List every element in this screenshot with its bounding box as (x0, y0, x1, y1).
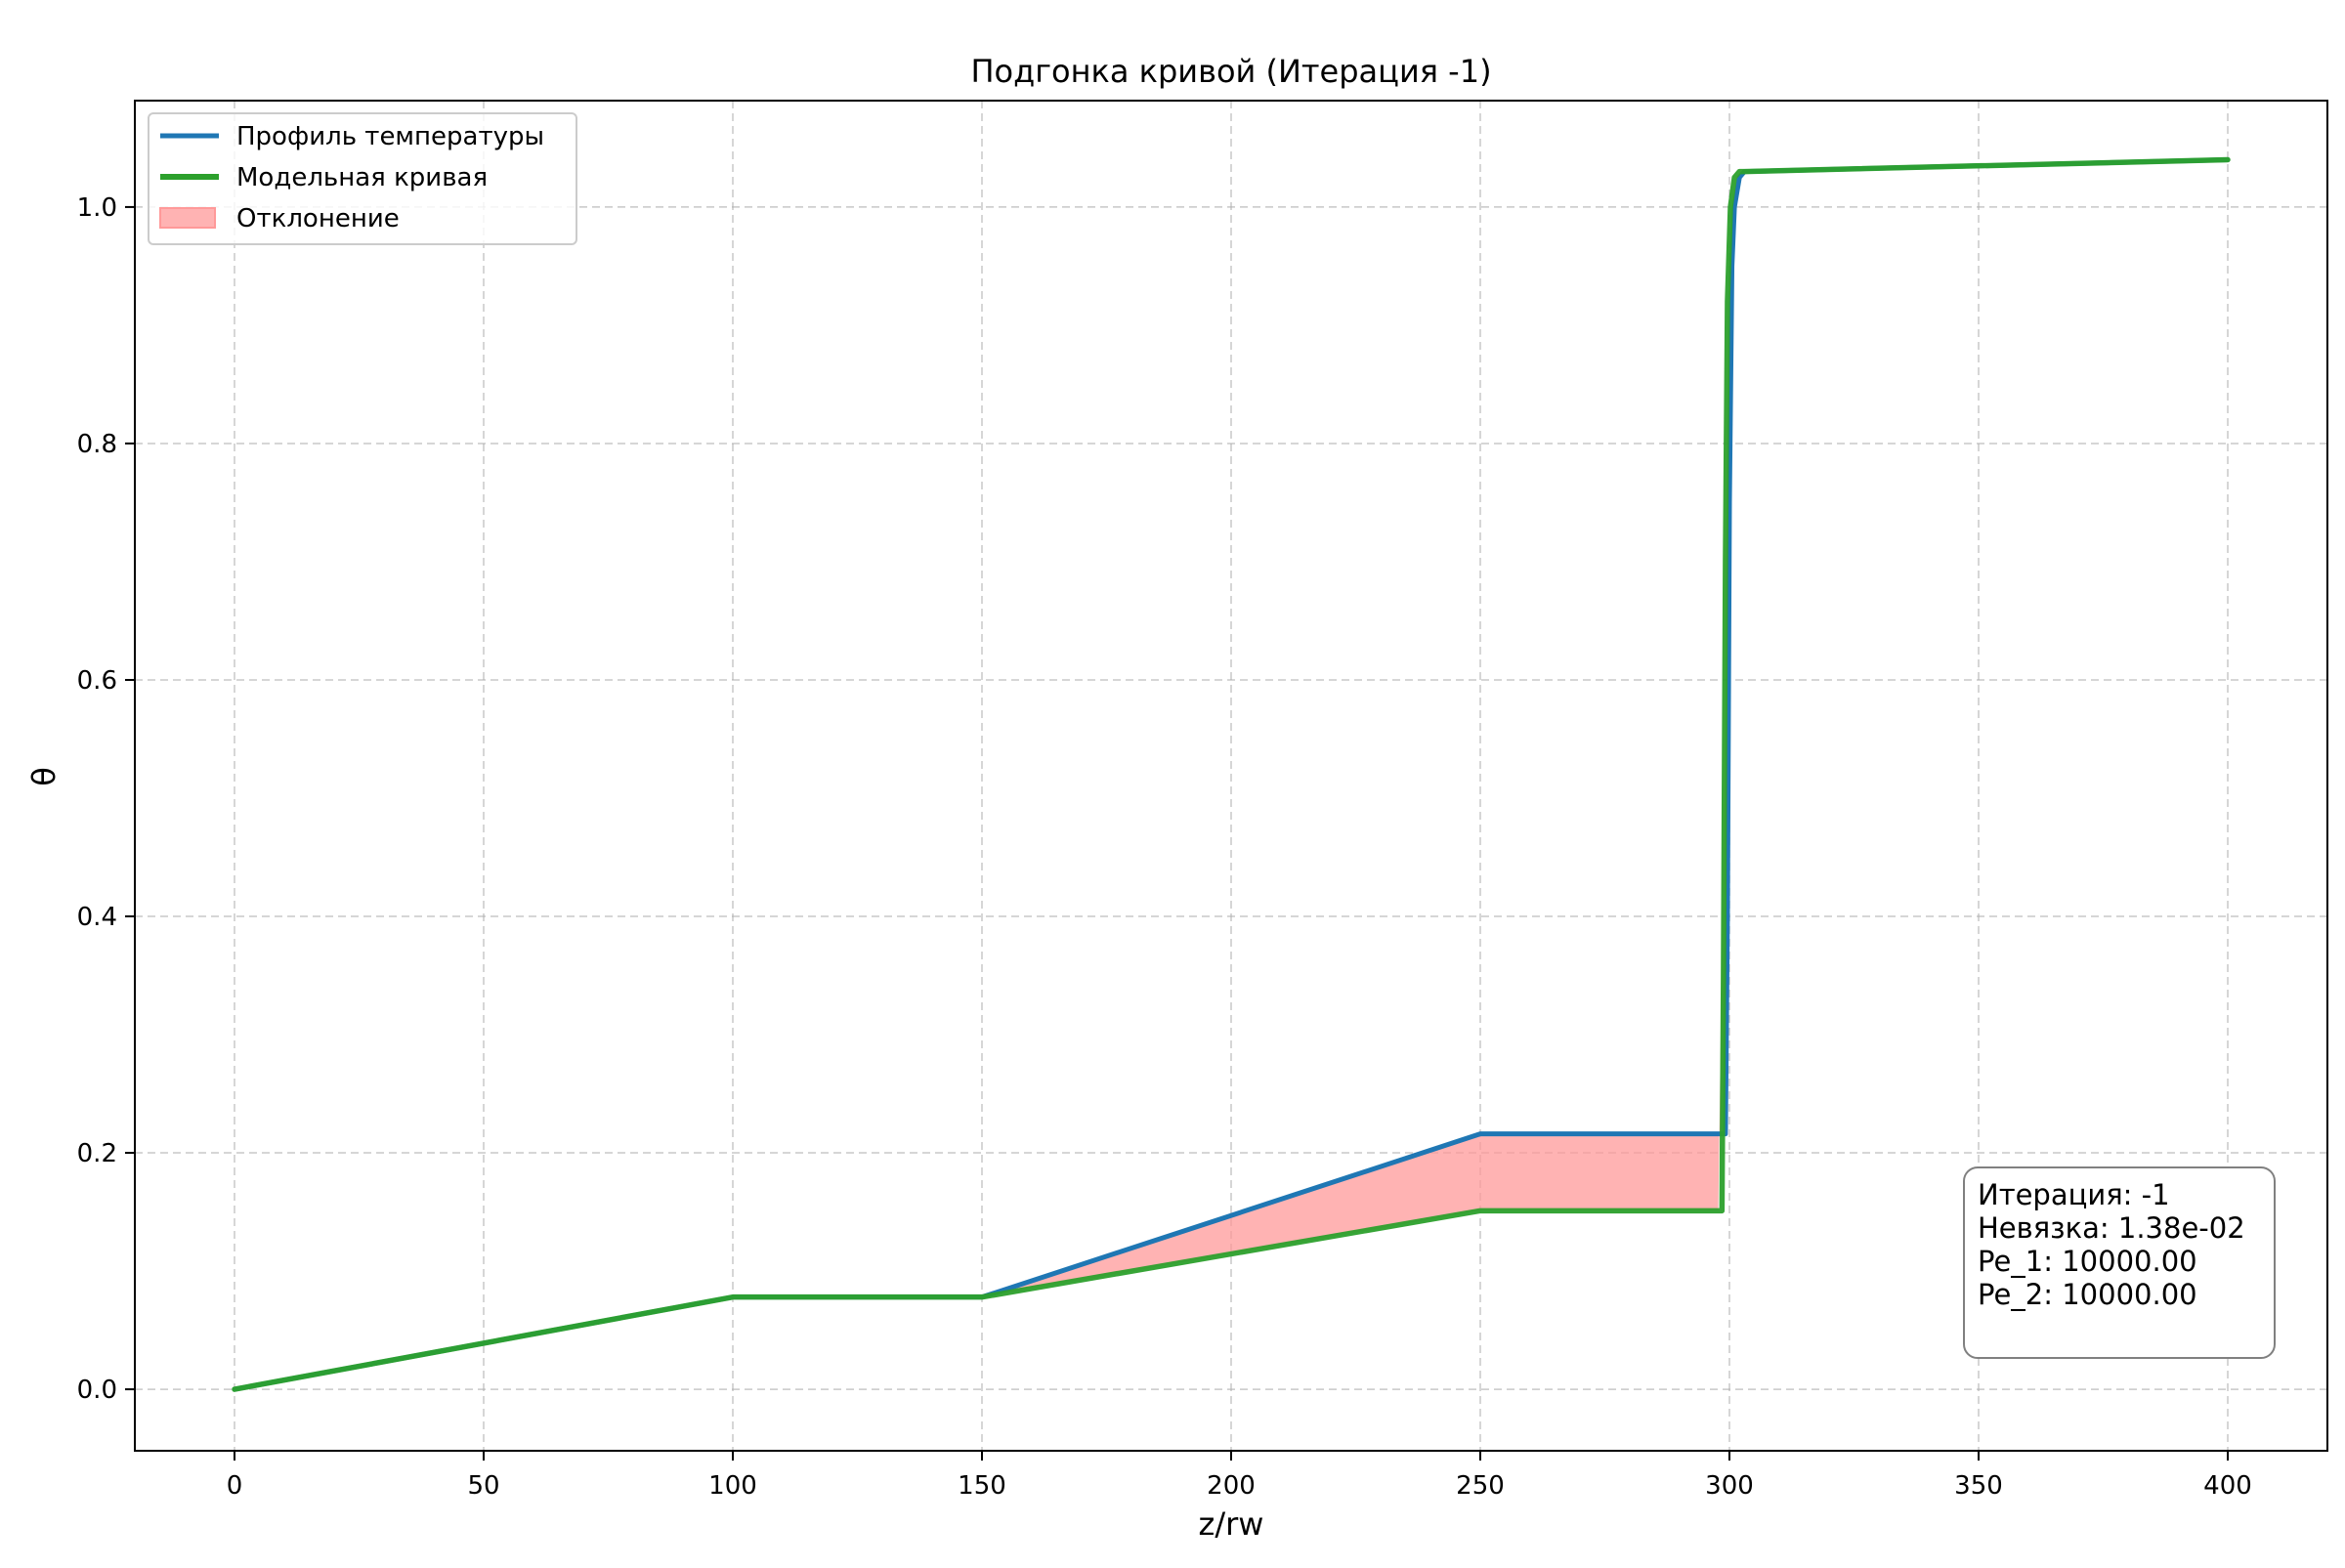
info-pe1: Pe_1: 10000.00 (1978, 1245, 2197, 1278)
legend-label-model: Модельная кривая (236, 163, 488, 192)
x-tick-label: 150 (958, 1471, 1006, 1501)
chart-title: Подгонка кривой (Итерация -1) (970, 53, 1491, 90)
x-tick-label: 200 (1207, 1471, 1256, 1501)
info-box: Итерация: -1 Невязка: 1.38e-02 Pe_1: 100… (1964, 1167, 2275, 1358)
y-tick-label: 1.0 (77, 193, 117, 223)
x-tick-label: 300 (1705, 1471, 1754, 1501)
x-axis-label: z/rw (1199, 1505, 1264, 1543)
x-tick-label: 50 (467, 1471, 499, 1501)
info-residual: Невязка: 1.38e-02 (1978, 1211, 2245, 1245)
x-tick-label: 100 (708, 1471, 757, 1501)
x-tick-label: 400 (2203, 1471, 2252, 1501)
legend: Профиль температуры Модельная кривая Отк… (149, 113, 576, 244)
legend-swatch-deviation (160, 208, 215, 228)
y-tick-label: 0.2 (77, 1139, 117, 1168)
info-iteration: Итерация: -1 (1978, 1178, 2170, 1211)
legend-label-temperature: Профиль температуры (236, 122, 544, 151)
y-tick-label: 0.4 (77, 903, 117, 932)
x-tick-label: 250 (1456, 1471, 1505, 1501)
y-tick-label: 0.8 (77, 430, 117, 459)
y-tick-label: 0.0 (77, 1376, 117, 1405)
legend-label-deviation: Отклонение (236, 204, 400, 233)
y-axis-label: θ (25, 767, 63, 786)
info-pe2: Pe_2: 10000.00 (1978, 1278, 2197, 1311)
x-tick-label: 0 (227, 1471, 243, 1501)
y-tick-label: 0.6 (77, 666, 117, 696)
x-tick-label: 350 (1954, 1471, 2003, 1501)
